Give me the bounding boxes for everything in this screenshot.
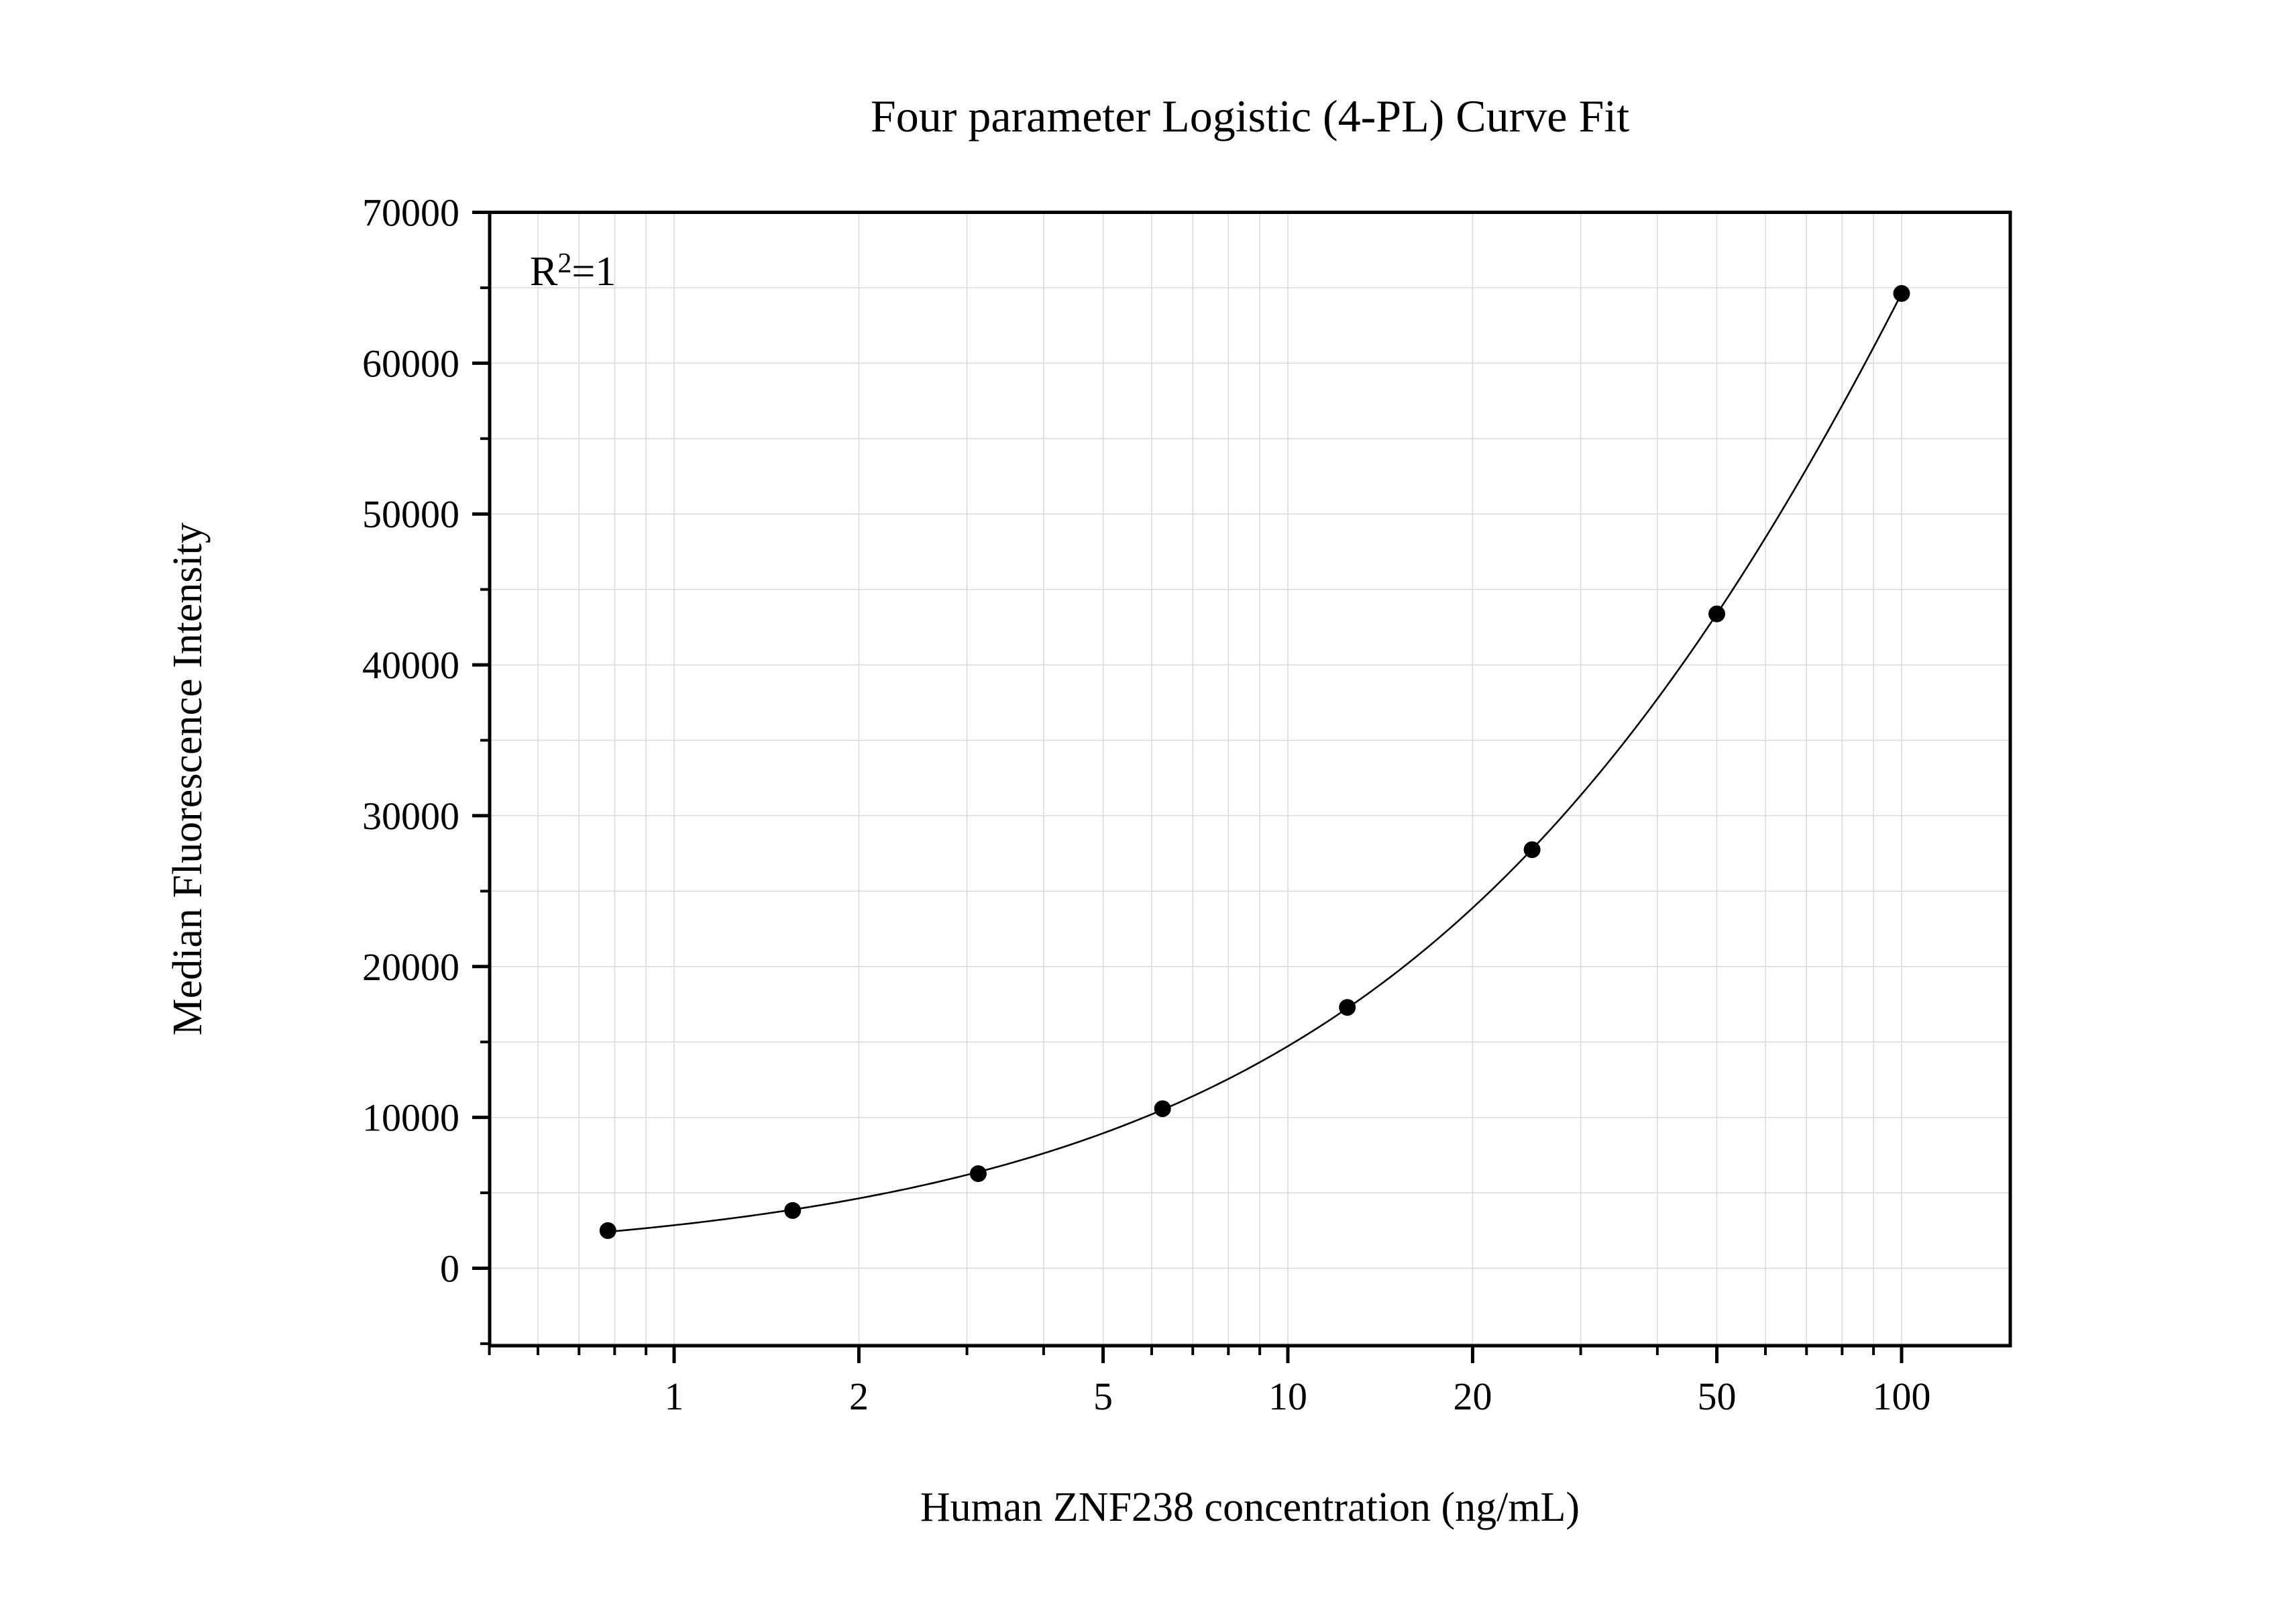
svg-text:20: 20 [1453,1375,1492,1418]
svg-text:R2=1: R2=1 [530,248,616,295]
svg-text:40000: 40000 [362,643,459,687]
svg-text:2: 2 [849,1375,869,1418]
svg-text:10: 10 [1268,1375,1307,1418]
svg-text:Median Fluorescence Intensity: Median Fluorescence Intensity [165,523,211,1035]
svg-text:1: 1 [665,1375,684,1418]
svg-text:50: 50 [1698,1375,1737,1418]
svg-text:0: 0 [440,1247,459,1291]
svg-text:10000: 10000 [362,1096,459,1140]
svg-text:Human ZNF238 concentration (ng: Human ZNF238 concentration (ng/mL) [920,1485,1580,1530]
svg-text:20000: 20000 [362,945,459,989]
svg-text:30000: 30000 [362,794,459,838]
svg-text:5: 5 [1093,1375,1113,1418]
svg-text:100: 100 [1873,1375,1931,1418]
svg-text:60000: 60000 [362,341,459,385]
svg-text:Four parameter Logistic (4-PL): Four parameter Logistic (4-PL) Curve Fit [871,91,1629,142]
svg-text:70000: 70000 [362,191,459,235]
svg-text:50000: 50000 [362,492,459,536]
